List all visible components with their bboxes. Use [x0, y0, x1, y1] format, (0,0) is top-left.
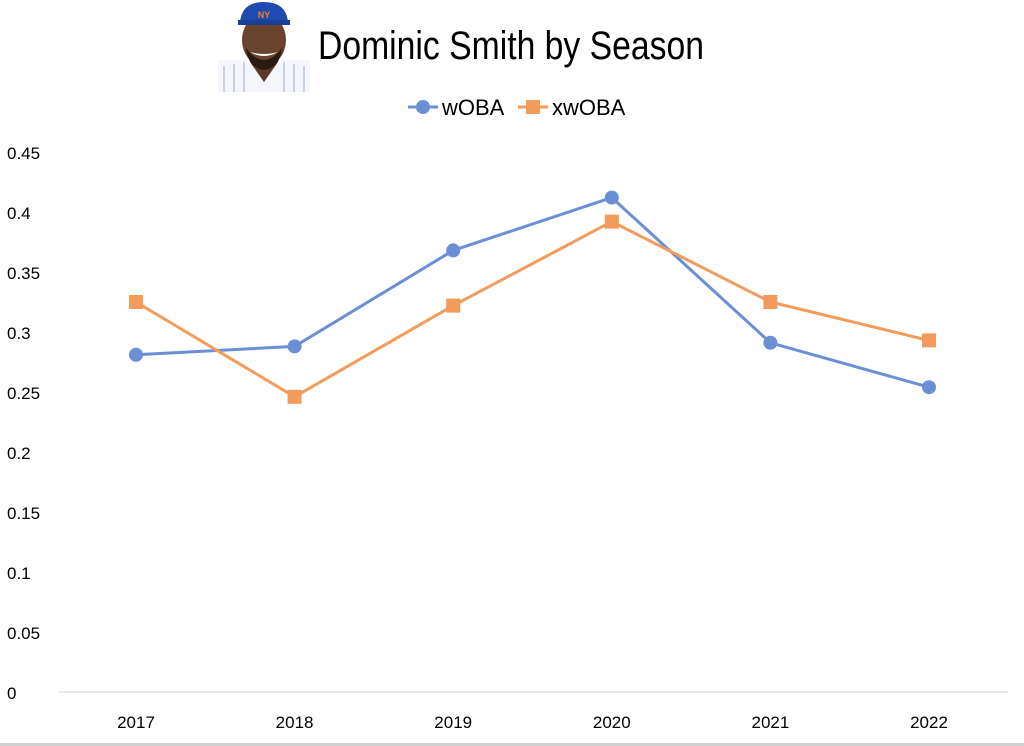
legend-label: xwOBA: [552, 95, 626, 120]
y-tick-label: 0.25: [7, 384, 40, 403]
legend-marker: [526, 100, 540, 114]
y-axis: 0 0.05 0.1 0.15 0.2 0.25 0.3 0.35 0.4 0.45: [7, 144, 40, 703]
y-tick-label: 0.15: [7, 504, 40, 523]
data-point: [287, 339, 302, 354]
x-tick-label: 2019: [434, 713, 472, 732]
data-point: [922, 333, 936, 348]
bottom-border: [0, 743, 1024, 746]
x-tick-label: 2017: [117, 713, 155, 732]
y-tick-label: 0.2: [7, 444, 31, 463]
player-photo: NY: [218, 2, 310, 92]
series-xwoba: [129, 214, 936, 404]
data-point: [129, 347, 143, 362]
y-tick-label: 0.3: [7, 324, 31, 343]
y-tick-label: 0.05: [7, 624, 40, 643]
data-point: [446, 243, 461, 258]
x-axis: 2017 2018 2019 2020 2021 2022: [117, 713, 948, 732]
chart-title: Dominic Smith by Season: [318, 24, 704, 68]
series-woba: [129, 190, 936, 395]
y-tick-label: 0: [7, 684, 16, 703]
data-point: [446, 298, 461, 313]
data-point: [604, 214, 619, 229]
y-tick-label: 0.1: [7, 564, 31, 583]
data-point: [604, 190, 619, 205]
y-tick-label: 0.4: [7, 204, 31, 223]
data-point: [287, 389, 302, 404]
data-point: [763, 295, 778, 309]
y-tick-label: 0.45: [7, 144, 40, 163]
legend-marker: [416, 100, 430, 114]
data-point: [763, 335, 778, 350]
y-tick-label: 0.35: [7, 264, 40, 283]
x-tick-label: 2022: [910, 713, 948, 732]
x-tick-label: 2021: [751, 713, 789, 732]
series-line: [135, 195, 930, 389]
svg-text:NY: NY: [258, 10, 271, 20]
legend-label: wOBA: [441, 95, 505, 120]
x-tick-label: 2018: [276, 713, 314, 732]
series-line: [135, 219, 930, 399]
data-point: [129, 295, 143, 309]
data-point: [922, 380, 936, 395]
series-group: [129, 190, 936, 404]
legend-item: wOBA: [408, 95, 505, 120]
legend-item: xwOBA: [518, 95, 626, 120]
legend: wOBA xwOBA: [408, 95, 626, 120]
x-tick-label: 2020: [593, 713, 631, 732]
